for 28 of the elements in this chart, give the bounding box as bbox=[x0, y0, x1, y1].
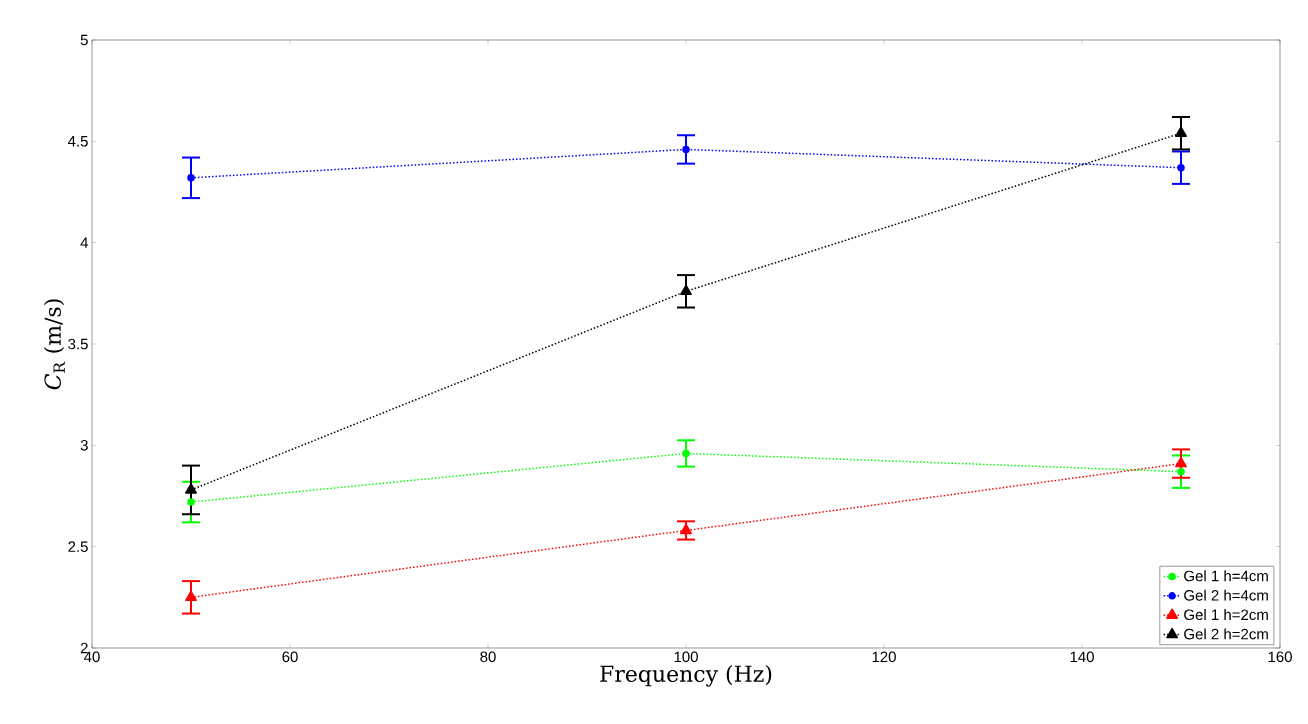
point bbox=[1177, 467, 1185, 476]
legend-label: Gel 2 h=4cm bbox=[1184, 589, 1268, 601]
point bbox=[187, 498, 195, 506]
point bbox=[1177, 163, 1185, 172]
x-tick-label: 140 bbox=[1070, 651, 1094, 663]
point bbox=[1175, 126, 1187, 137]
x-axis-title: Frequency (Hz) bbox=[600, 665, 772, 687]
point bbox=[185, 483, 197, 494]
point bbox=[187, 174, 195, 182]
x-tick-label: 100 bbox=[674, 651, 698, 663]
legend-label: Gel 1 h=4cm bbox=[1184, 570, 1268, 582]
x-tick-label: 120 bbox=[872, 651, 896, 663]
y-tick-label: 3.5 bbox=[68, 338, 88, 350]
x-tick-label: 80 bbox=[480, 651, 496, 663]
point bbox=[680, 284, 692, 296]
y-tick-label: 4.5 bbox=[67, 136, 88, 147]
y-tick-label: 2.5 bbox=[68, 541, 88, 552]
y-axis-title: C$_{R}$ (m/s) bbox=[43, 299, 65, 390]
legend-label: Gel 2 h=2cm bbox=[1184, 628, 1268, 640]
point bbox=[185, 590, 197, 602]
x-tick-label: 60 bbox=[282, 651, 298, 663]
point bbox=[682, 145, 690, 154]
y-tick-label: 5 bbox=[80, 34, 88, 46]
y-tick-label: 4 bbox=[80, 237, 89, 248]
y-tick-label: 3 bbox=[80, 440, 88, 451]
legend-label: Gel 1 h=2cm bbox=[1184, 609, 1268, 621]
x-tick-label: 160 bbox=[1268, 651, 1292, 663]
point bbox=[682, 449, 690, 458]
